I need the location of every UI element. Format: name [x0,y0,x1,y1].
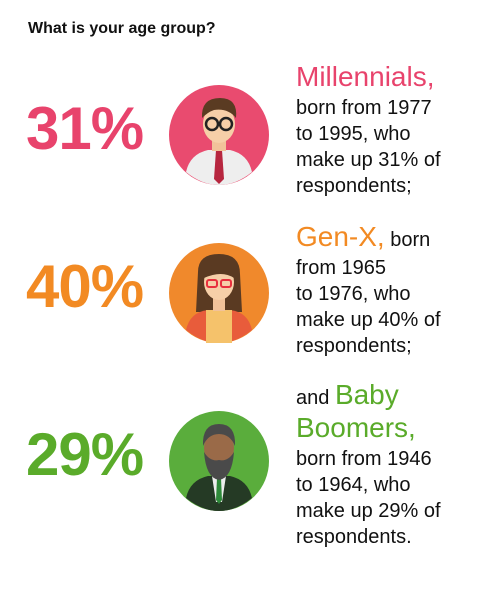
description: and Baby Boomers, born from 1946 to 1964… [296,380,471,550]
line: make up 40% of [296,309,441,331]
line: make up 31% of [296,149,441,171]
percent: 31% [26,95,144,162]
description: Millennials, born from 1977 to 1995, who… [296,62,476,199]
line: to 1976, who [296,283,411,305]
percent: 40% [26,253,144,320]
name-after: born [390,229,431,251]
line: respondents; [296,335,412,357]
group-name: Baby Boomers, [296,379,416,443]
genx-icon [169,243,269,343]
group-name: Millennials, [296,61,435,92]
millennial-icon [169,85,269,185]
line: born from 1977 [296,97,432,119]
line: to 1995, who [296,123,411,145]
description: Gen-X, born from 1965 to 1976, who make … [296,222,476,359]
line: to 1964, who [296,474,411,496]
boomer-icon [169,411,269,511]
line: from 1965 [296,257,387,279]
percent: 29% [26,421,144,488]
name-before: and [296,387,330,409]
line: respondents; [296,175,412,197]
line: make up 29% of [296,500,441,522]
title: What is your age group? [28,20,216,37]
line: respondents. [296,526,412,548]
group-name: Gen-X, [296,221,385,252]
line: born from 1946 [296,448,432,470]
